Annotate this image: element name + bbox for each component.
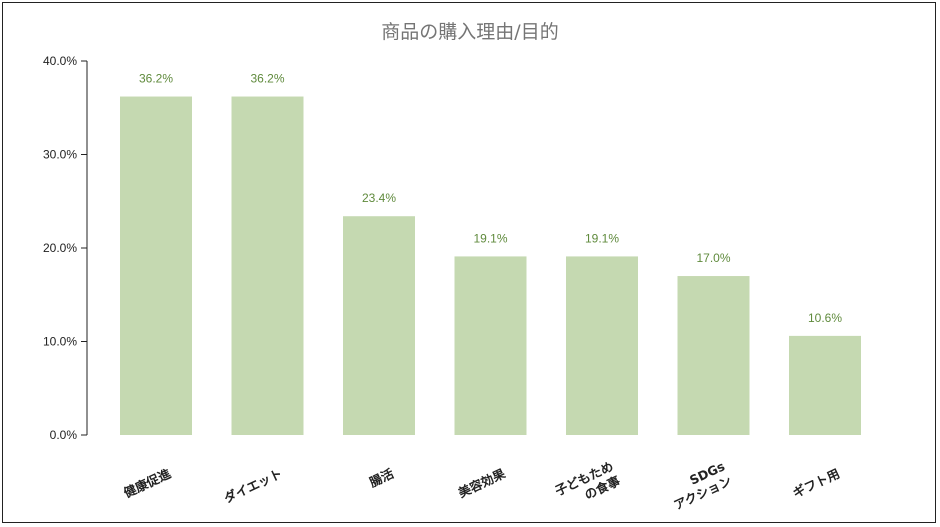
data-label: 19.1% xyxy=(473,231,507,245)
data-labels: 36.2% 36.2% 23.4% 19.1% 19.1% 17.0% 10.6% xyxy=(139,72,842,325)
x-category-label-line: 健康促進 xyxy=(121,466,173,501)
bar xyxy=(343,216,415,435)
y-tick-label: 40.0% xyxy=(43,54,77,68)
x-category-label: 美容効果 xyxy=(456,466,508,501)
x-category-label-line: ダイエット xyxy=(222,466,285,506)
bar xyxy=(454,256,527,435)
data-label: 23.4% xyxy=(362,191,396,205)
data-label: 36.2% xyxy=(250,72,284,86)
bar xyxy=(789,335,861,435)
data-label: 36.2% xyxy=(139,72,173,86)
x-category-label: 健康促進 xyxy=(121,466,173,501)
x-category-label: ダイエット xyxy=(222,466,285,506)
data-label: 19.1% xyxy=(585,231,619,245)
bar xyxy=(231,96,304,435)
y-tick-label: 0.0% xyxy=(50,428,78,442)
x-category-label: 腸活 xyxy=(367,466,396,490)
x-category-label-line: ギフト用 xyxy=(790,466,842,501)
y-tick-label: 20.0% xyxy=(43,241,77,255)
y-tick-label: 10.0% xyxy=(43,335,77,349)
chart-title: 商品の購入理由/目的 xyxy=(381,21,559,43)
bar-chart: 0.0% 10.0% 20.0% 30.0% 40.0% 36.2% 36.2% 23.4%… xyxy=(43,54,861,513)
y-axis: 0.0% 10.0% 20.0% 30.0% 40.0% xyxy=(43,54,88,442)
bar xyxy=(566,256,638,435)
data-label: 10.6% xyxy=(808,311,842,325)
data-label: 17.0% xyxy=(696,251,730,265)
bar xyxy=(120,96,192,435)
bar xyxy=(677,276,750,435)
x-category-label: ギフト用 xyxy=(790,466,842,501)
x-category-label-line: 美容効果 xyxy=(456,466,508,501)
y-tick-label: 30.0% xyxy=(43,148,77,162)
x-category-label-line: 腸活 xyxy=(367,466,396,490)
bars xyxy=(120,96,861,435)
